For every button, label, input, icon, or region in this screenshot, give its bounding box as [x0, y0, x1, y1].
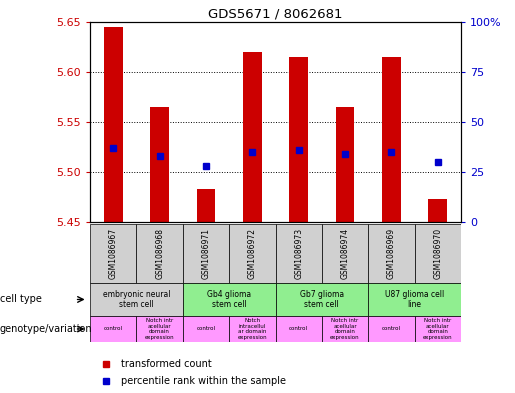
- Text: GSM1086968: GSM1086968: [155, 228, 164, 279]
- Bar: [415, 224, 461, 283]
- Bar: [90, 224, 136, 283]
- Text: genotype/variation: genotype/variation: [0, 324, 93, 334]
- Bar: [229, 224, 276, 283]
- Text: Notch intr
acellular
domain
expression: Notch intr acellular domain expression: [423, 318, 453, 340]
- Text: GSM1086973: GSM1086973: [294, 228, 303, 279]
- Text: cell type: cell type: [0, 294, 42, 305]
- Bar: [229, 316, 276, 342]
- Bar: [150, 107, 169, 222]
- Text: GSM1086969: GSM1086969: [387, 228, 396, 279]
- Bar: [136, 224, 183, 283]
- Bar: [197, 189, 215, 222]
- Text: control: control: [289, 327, 308, 331]
- Bar: [90, 316, 136, 342]
- Bar: [90, 283, 183, 316]
- Text: control: control: [197, 327, 215, 331]
- Bar: [322, 224, 368, 283]
- Text: control: control: [104, 327, 123, 331]
- Text: control: control: [382, 327, 401, 331]
- Text: embryonic neural
stem cell: embryonic neural stem cell: [102, 290, 170, 309]
- Text: percentile rank within the sample: percentile rank within the sample: [121, 376, 286, 386]
- Bar: [336, 107, 354, 222]
- Bar: [415, 316, 461, 342]
- Bar: [104, 27, 123, 222]
- Bar: [183, 283, 276, 316]
- Bar: [276, 283, 368, 316]
- Bar: [368, 283, 461, 316]
- Bar: [382, 57, 401, 222]
- Bar: [243, 52, 262, 222]
- Text: GSM1086967: GSM1086967: [109, 228, 118, 279]
- Text: GSM1086971: GSM1086971: [201, 228, 211, 279]
- Text: GSM1086970: GSM1086970: [433, 228, 442, 279]
- Bar: [183, 224, 229, 283]
- Bar: [289, 57, 308, 222]
- Bar: [322, 316, 368, 342]
- Title: GDS5671 / 8062681: GDS5671 / 8062681: [208, 7, 343, 20]
- Bar: [276, 316, 322, 342]
- Text: GSM1086974: GSM1086974: [340, 228, 350, 279]
- Text: Gb7 glioma
stem cell: Gb7 glioma stem cell: [300, 290, 344, 309]
- Text: GSM1086972: GSM1086972: [248, 228, 257, 279]
- Text: Notch
intracellul
ar domain
expression: Notch intracellul ar domain expression: [237, 318, 267, 340]
- Bar: [428, 199, 447, 222]
- Text: Notch intr
acellular
domain
expression: Notch intr acellular domain expression: [145, 318, 175, 340]
- Text: U87 glioma cell
line: U87 glioma cell line: [385, 290, 444, 309]
- Text: Gb4 glioma
stem cell: Gb4 glioma stem cell: [207, 290, 251, 309]
- Text: Notch intr
acellular
domain
expression: Notch intr acellular domain expression: [330, 318, 360, 340]
- Text: transformed count: transformed count: [121, 358, 212, 369]
- Bar: [368, 316, 415, 342]
- Bar: [368, 224, 415, 283]
- Bar: [136, 316, 183, 342]
- Bar: [183, 316, 229, 342]
- Bar: [276, 224, 322, 283]
